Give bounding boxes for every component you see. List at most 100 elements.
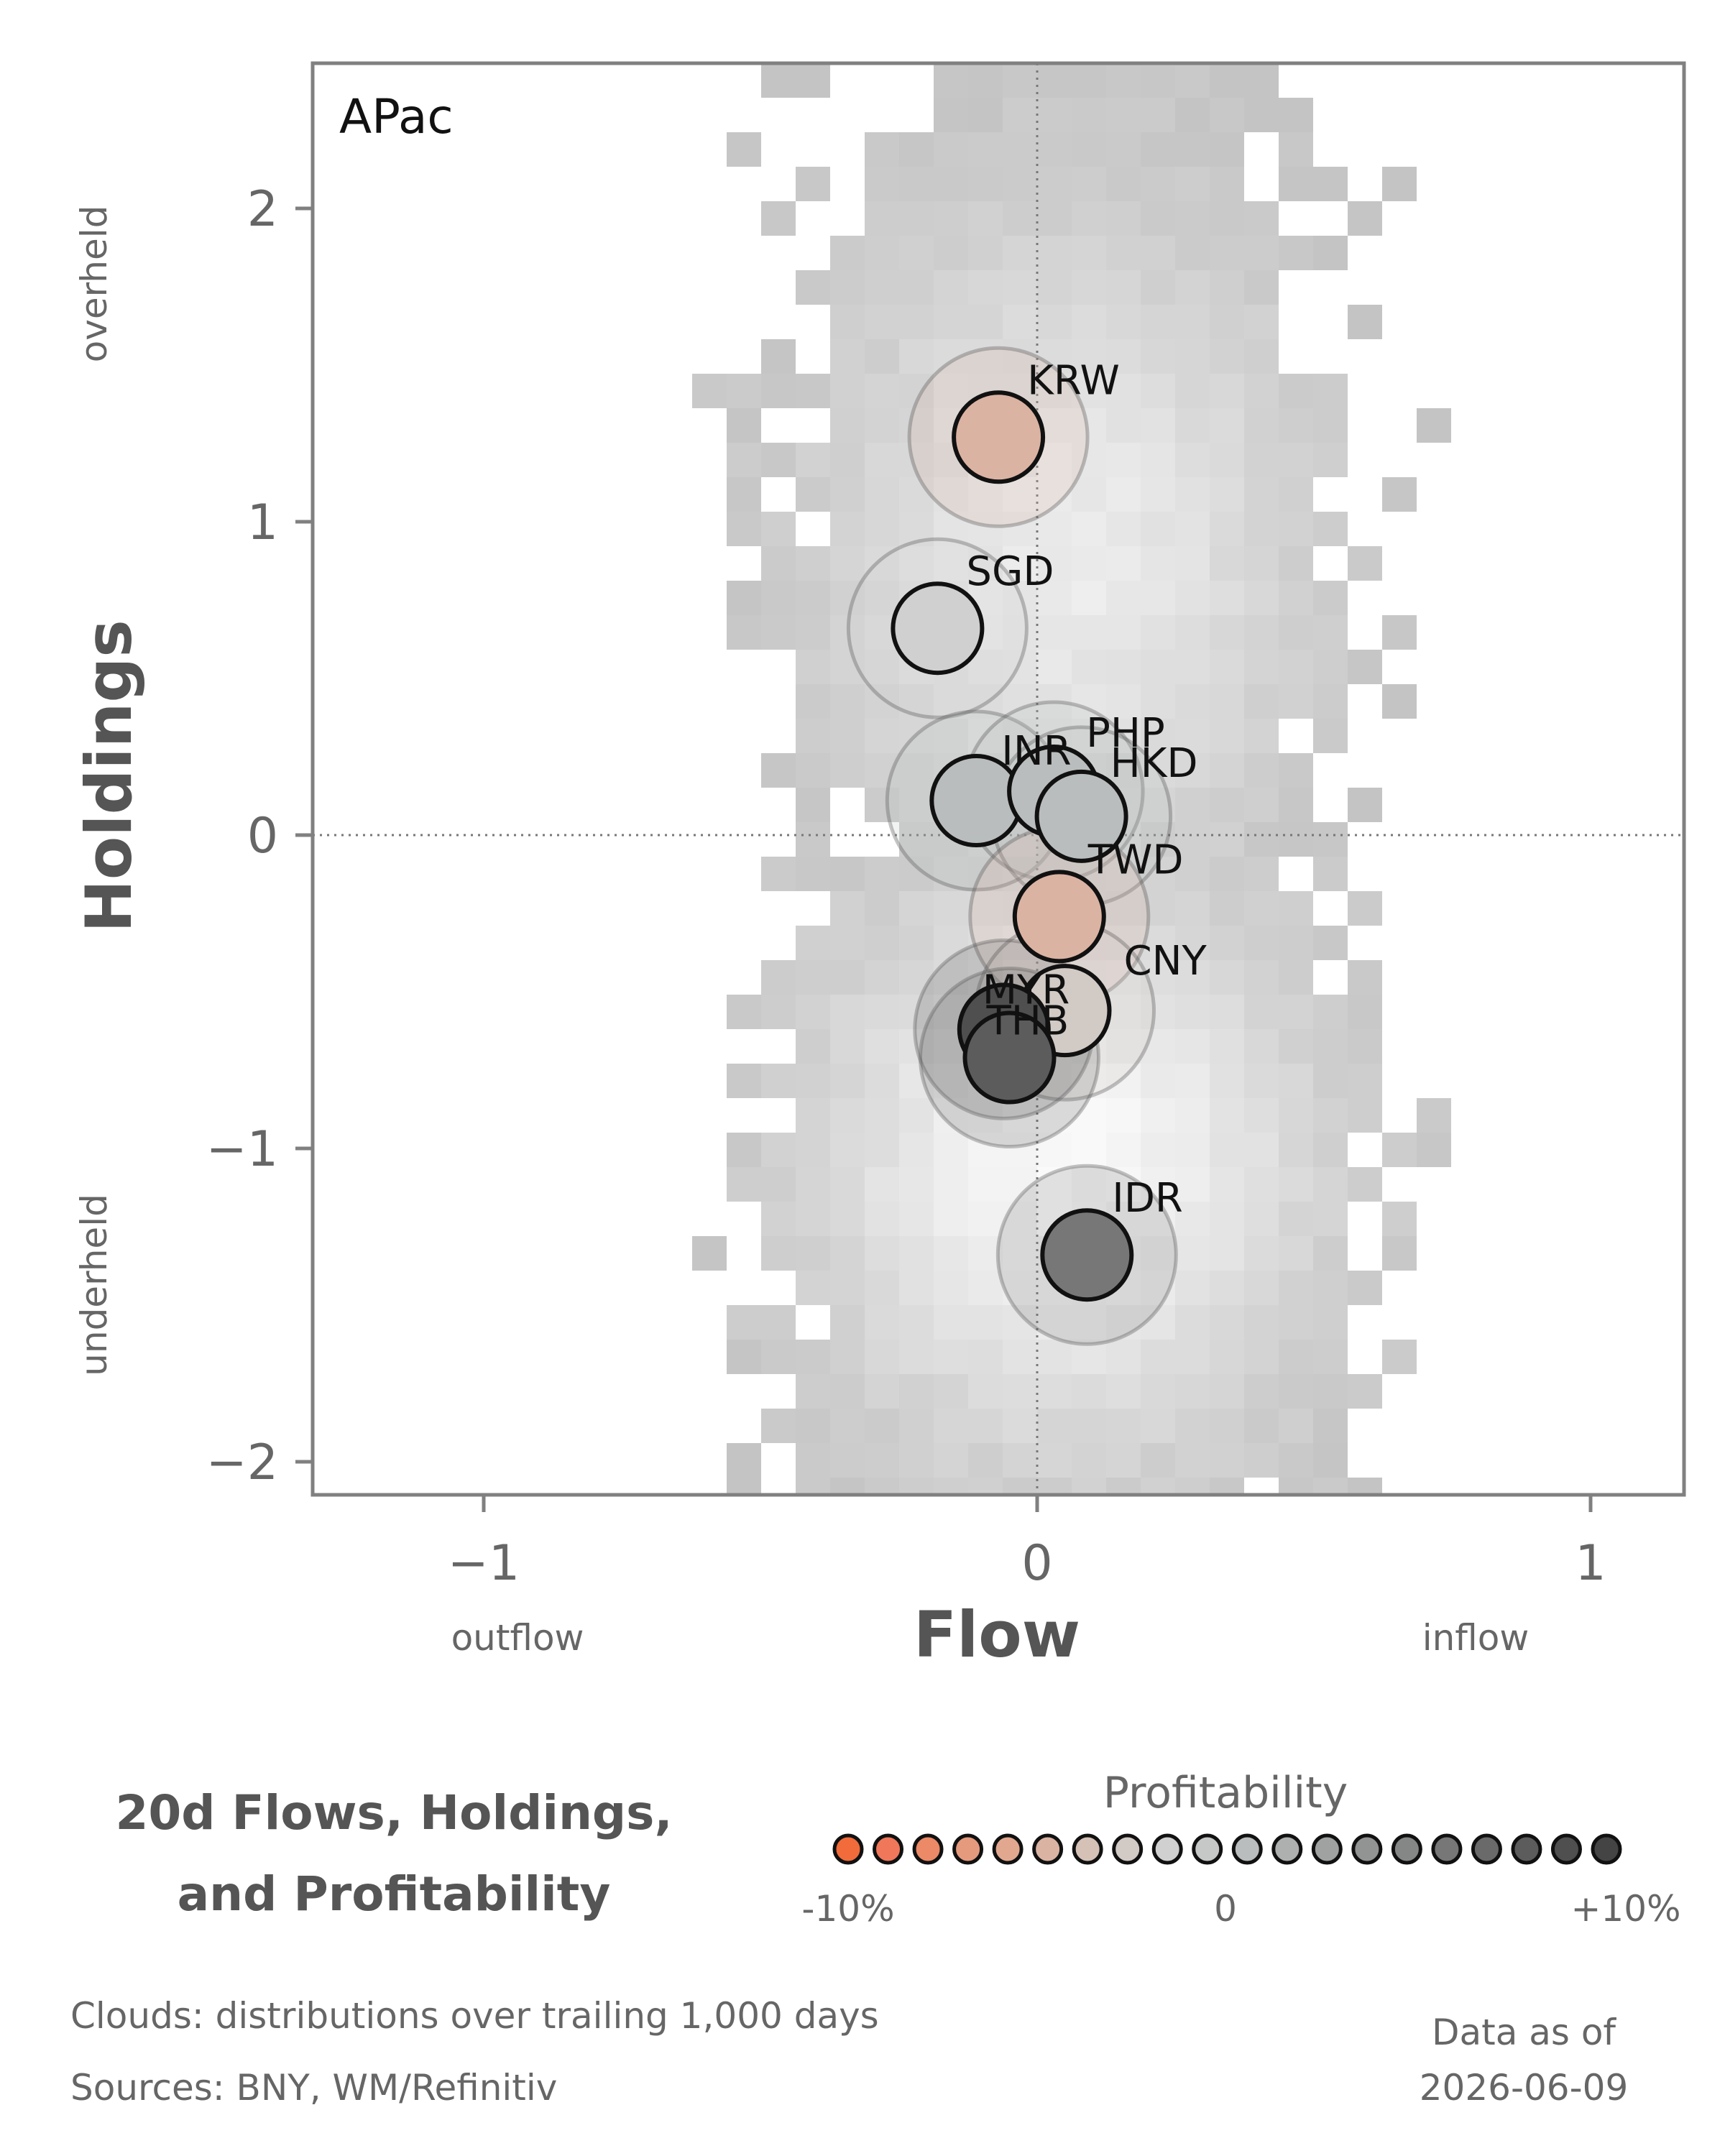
point-thb <box>962 1010 1057 1105</box>
cloud-cell <box>968 926 1003 960</box>
cloud-cell <box>1279 650 1313 684</box>
legend-swatch <box>1511 1833 1542 1865</box>
cloud-cell <box>968 1202 1003 1236</box>
cloud-cell <box>968 857 1003 891</box>
y-tick-label: 2 <box>247 181 278 238</box>
x-tick-label: −1 <box>448 1535 520 1592</box>
cloud-cell <box>1106 132 1141 167</box>
cloud-cell <box>830 1064 865 1098</box>
cloud-cell <box>1382 684 1417 719</box>
cloud-cell <box>899 1029 934 1064</box>
cloud-cell <box>796 684 830 719</box>
cloud-cell <box>1210 1029 1244 1064</box>
cloud-cell <box>968 1167 1003 1202</box>
cloud-cell <box>899 546 934 581</box>
cloud-cell <box>830 236 865 270</box>
cloud-cell <box>865 339 899 374</box>
cloud-cell <box>1210 1064 1244 1098</box>
cloud-cell <box>1037 167 1072 201</box>
cloud-cell <box>830 650 865 684</box>
cloud-cell <box>761 1409 796 1443</box>
cloud-cell <box>1313 1409 1348 1443</box>
cloud-cell <box>761 1305 796 1340</box>
cloud-cell <box>865 1236 899 1271</box>
legend-swatch <box>1431 1833 1463 1865</box>
cloud-cell <box>830 512 865 546</box>
cloud-cell <box>1072 1409 1106 1443</box>
cloud-cell <box>796 1167 830 1202</box>
cloud-cell <box>968 719 1003 753</box>
cloud-cell <box>830 477 865 512</box>
cloud-cell <box>830 1305 865 1340</box>
label-php: PHP <box>1086 710 1165 757</box>
cloud-cell <box>1141 63 1175 98</box>
cloud-cell <box>1141 339 1175 374</box>
cloud-cell <box>1003 167 1037 201</box>
cloud-cell <box>796 857 830 891</box>
legend-swatch <box>1151 1833 1183 1865</box>
cloud-cell <box>796 615 830 650</box>
cloud-cell <box>1348 1374 1382 1409</box>
cloud-cell <box>727 374 761 408</box>
cloud-cell <box>1348 1167 1382 1202</box>
cloud-cell <box>865 1064 899 1098</box>
cloud-cell <box>865 270 899 305</box>
cloud-cell <box>899 857 934 891</box>
cloud-cell <box>1003 650 1037 684</box>
cloud-cell <box>934 512 968 546</box>
cloud-cell <box>968 63 1003 98</box>
cloud-cell <box>1348 995 1382 1029</box>
cloud-cell <box>1106 684 1141 719</box>
cloud-cell <box>1244 995 1279 1029</box>
cloud-cell <box>1106 857 1141 891</box>
cloud-cell <box>1175 132 1210 167</box>
cloud-cell <box>899 132 934 167</box>
cloud-cell <box>1279 788 1313 822</box>
cloud-cell <box>1175 477 1210 512</box>
cloud-cell <box>1417 1098 1451 1133</box>
cloud-cell <box>1037 305 1072 339</box>
cloud-cell <box>761 512 796 546</box>
cloud-cell <box>1279 684 1313 719</box>
cloud-cell <box>830 1443 865 1478</box>
cloud-cell <box>1244 374 1279 408</box>
cloud-cell <box>1244 270 1279 305</box>
cloud-cell <box>1072 719 1106 753</box>
cloud-cell <box>1106 63 1141 98</box>
cloud-cell <box>1175 236 1210 270</box>
cloud-cell <box>796 63 830 98</box>
cloud-cell <box>1106 477 1141 512</box>
cloud-cell <box>1210 1340 1244 1374</box>
cloud-cell <box>1175 1340 1210 1374</box>
cloud-cell <box>1244 1443 1279 1478</box>
cloud-cell <box>1175 1374 1210 1409</box>
cloud-cell <box>1037 581 1072 615</box>
cloud-cell <box>1106 891 1141 926</box>
x-side-label-inflow: inflow <box>1422 1617 1530 1659</box>
as-of-label: Data as of <box>1432 2012 1616 2053</box>
cloud-cell <box>1175 1478 1210 1495</box>
cloud-cell <box>1348 305 1382 339</box>
cloud-cell <box>830 995 865 1029</box>
cloud-cell <box>1279 1098 1313 1133</box>
cloud-cell <box>1106 1167 1141 1202</box>
cloud-cell <box>934 167 968 201</box>
cloud-cell <box>1072 408 1106 443</box>
legend-swatch <box>912 1833 944 1865</box>
cloud-cell <box>1244 615 1279 650</box>
cloud-cell <box>865 477 899 512</box>
cloud-cell <box>1141 408 1175 443</box>
cloud-cell <box>1175 1236 1210 1271</box>
currency-points <box>891 390 1134 1302</box>
cloud-cell <box>1313 1443 1348 1478</box>
cloud-cell <box>1210 201 1244 236</box>
cloud-cell <box>934 1340 968 1374</box>
cloud-cell <box>1279 753 1313 788</box>
cloud-cell <box>1106 546 1141 581</box>
cloud-cell <box>1313 1236 1348 1271</box>
cloud-cell <box>1210 891 1244 926</box>
cloud-cell <box>1141 753 1175 788</box>
cloud-cell <box>796 374 830 408</box>
legend-swatch <box>1391 1833 1422 1865</box>
